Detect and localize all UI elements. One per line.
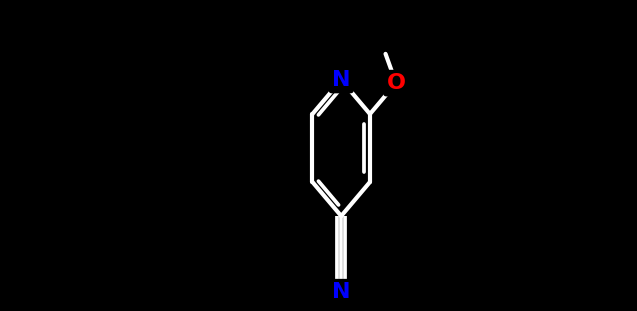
Text: N: N (332, 70, 350, 90)
Text: N: N (332, 282, 350, 302)
Text: O: O (387, 73, 406, 93)
